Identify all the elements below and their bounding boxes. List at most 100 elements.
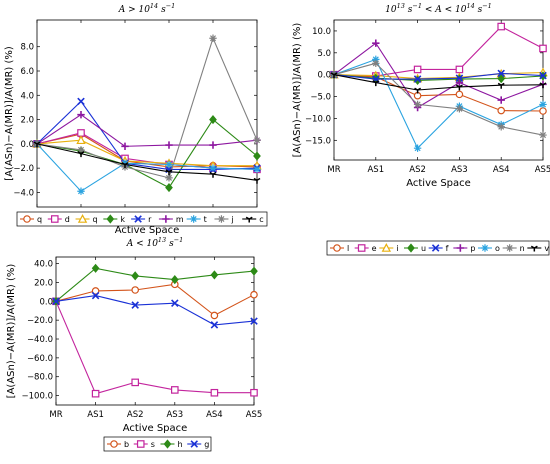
legend-item: k [103,214,125,224]
data-point [372,80,380,87]
x-axis-label: Active Space [406,178,471,189]
data-point [497,106,506,115]
legend-marker [163,439,172,449]
x-tick-label: AS5 [535,165,550,175]
legend-item: q [75,214,98,224]
series-line [55,295,255,326]
legend-item: p [453,244,475,253]
series-line [36,143,258,192]
x-axis-label: Active Space [115,225,180,236]
data-point [77,151,85,158]
data-point [77,146,85,154]
y-axis-label: [A(ASn)−A(MR)]/A(MR) (%) [4,46,15,181]
legend-item: q [20,215,42,224]
data-point [539,44,547,53]
legend-label: s [151,440,155,449]
legend-label: q [93,215,98,224]
data-point [253,136,261,144]
data-point [330,72,338,79]
legend-label: u [421,244,426,253]
data-point [210,321,219,329]
legend-marker [136,440,145,448]
legend-item: n [502,244,525,253]
y-tick-label: 8.0 [20,43,34,53]
series-line [333,62,544,136]
data-point [77,97,85,106]
chart-title: A > 1014 s−1 [118,2,176,15]
legend-label: n [520,244,525,253]
y-tick-label: −100.0 [22,392,53,402]
data-point [209,34,217,42]
x-tick-label: AS5 [246,410,263,420]
y-tick-label: −40.0 [27,335,53,345]
data-point [165,141,173,149]
data-point [121,142,129,150]
legend-box [103,436,212,452]
data-point [165,174,173,182]
legend-label: e [372,244,377,253]
series-line [333,74,544,91]
legend-marker [407,243,415,253]
legend-item: r [131,215,152,224]
data-point [455,90,464,99]
x-axis-label: Active Space [123,423,188,434]
legend-label: g [204,440,209,449]
series-line [36,143,258,181]
series-line [333,58,544,150]
data-point [170,275,179,285]
y-axis-label: [A(ASn)−A(MR)]/A(MR) (%) [6,264,17,399]
legend-marker [50,215,59,223]
data-point [539,107,547,115]
series-k [33,114,261,193]
y-tick-label: 40.0 [34,260,53,270]
legend-label: l [347,244,349,253]
legend-marker [245,216,253,223]
legend-marker [23,215,31,223]
data-point [250,266,258,276]
y-tick-label: 20.0 [34,278,53,288]
data-point [209,141,217,149]
data-point [76,135,86,145]
chart-title: A < 1013 s−1 [126,236,184,249]
legend-marker [106,214,115,224]
legend-label: q [37,215,42,224]
legend-marker [190,440,199,448]
data-point [165,160,173,169]
data-point [539,71,547,80]
legend-item: d [47,215,70,224]
series-line [36,114,258,147]
y-tick-label: −60.0 [27,354,53,364]
series-line [55,301,254,395]
legend-label: h [178,440,183,449]
legend-marker [217,215,226,223]
legend-item: b [107,440,129,449]
data-point [131,301,139,309]
y-tick-label: 10.0 [312,27,331,37]
data-point [455,78,464,87]
x-tick-label: MR [49,410,62,420]
data-point [209,114,217,125]
data-point [250,317,258,325]
data-point [209,171,217,178]
legend-marker [505,244,514,252]
x-tick-label: AS3 [166,410,183,420]
x-tick-label: MR [327,165,340,175]
data-point [253,151,261,161]
data-point [91,287,100,295]
legend-item: t [186,215,207,224]
data-point [121,162,129,168]
legend-item: m [158,215,184,224]
legend-label: c [259,215,263,224]
data-point [253,177,261,184]
series-c [33,141,261,184]
data-point [52,297,60,306]
legend-marker [456,244,465,252]
legend-label: j [230,215,233,224]
legend-item: g [187,440,209,449]
data-point [414,87,422,94]
legend-marker [189,215,198,223]
y-tick-label: 2.0 [20,116,34,126]
legend-label: t [204,215,207,224]
legend-label: d [65,215,70,224]
legend-item: o [478,244,500,253]
